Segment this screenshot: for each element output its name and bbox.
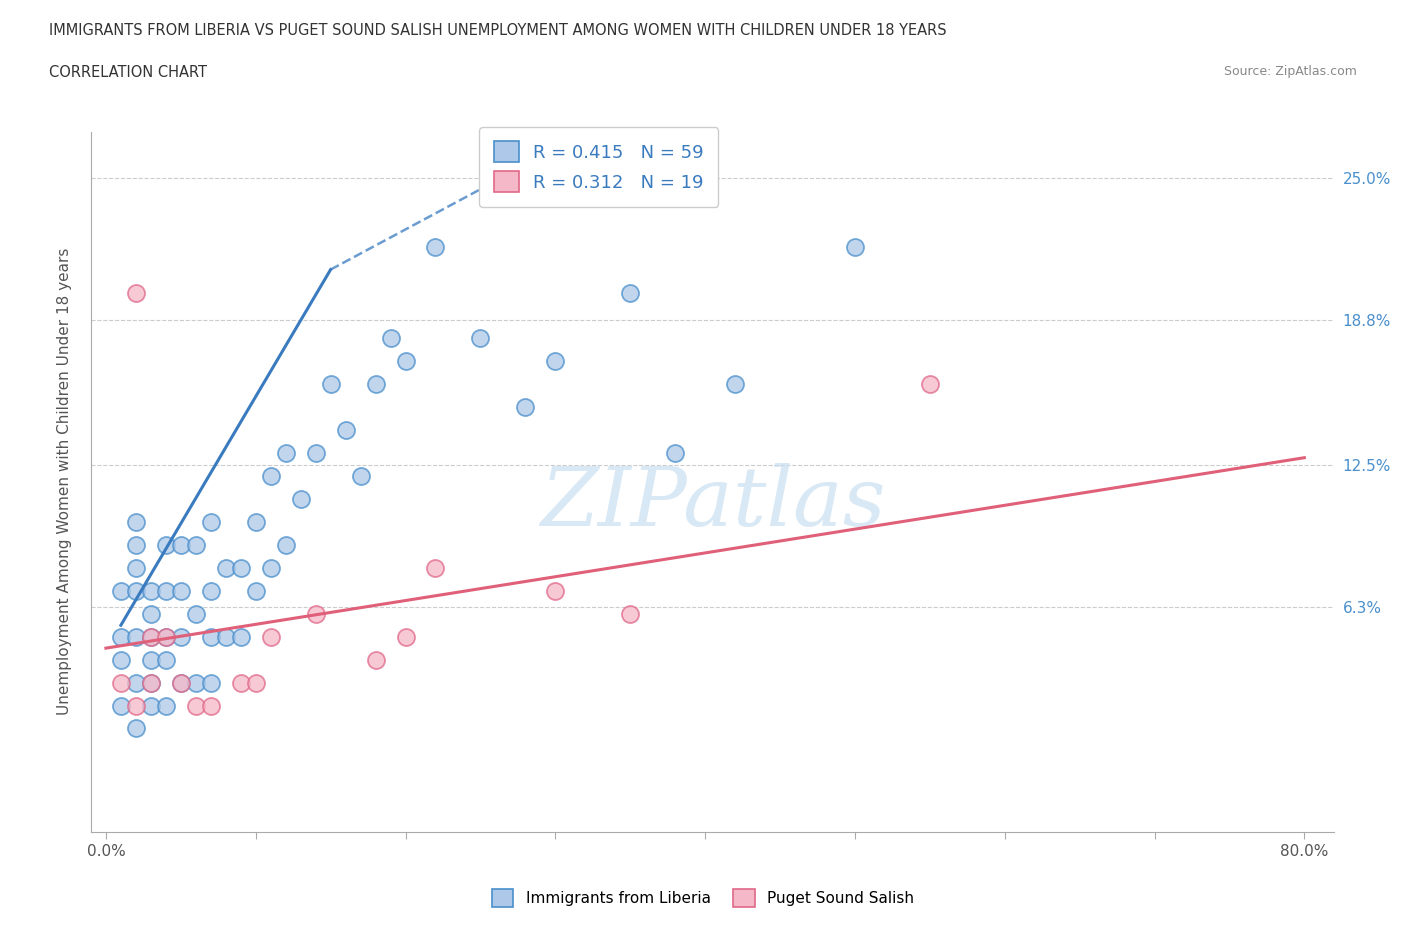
Point: [544, 583, 567, 598]
Point: [619, 286, 641, 300]
Point: [200, 630, 222, 644]
Point: [139, 652, 162, 667]
Point: [155, 630, 177, 644]
Point: [155, 583, 177, 598]
Point: [139, 630, 162, 644]
Point: [110, 675, 132, 690]
Point: [664, 445, 686, 460]
Point: [110, 698, 132, 713]
Point: [394, 354, 416, 369]
Point: [200, 675, 222, 690]
Point: [200, 583, 222, 598]
Point: [139, 698, 162, 713]
Point: [229, 561, 252, 576]
Point: [125, 583, 148, 598]
Point: [125, 721, 148, 736]
Point: [260, 469, 283, 484]
Point: [184, 606, 207, 621]
Point: [110, 630, 132, 644]
Point: [394, 630, 416, 644]
Point: [349, 469, 371, 484]
Point: [245, 514, 267, 529]
Point: [125, 561, 148, 576]
Point: [245, 583, 267, 598]
Point: [245, 675, 267, 690]
Point: [125, 630, 148, 644]
Point: [139, 606, 162, 621]
Point: [184, 675, 207, 690]
Point: [918, 377, 941, 392]
Point: [170, 675, 193, 690]
Point: [380, 331, 402, 346]
Point: [274, 445, 297, 460]
Point: [155, 538, 177, 552]
Point: [139, 675, 162, 690]
Point: [155, 698, 177, 713]
Text: IMMIGRANTS FROM LIBERIA VS PUGET SOUND SALISH UNEMPLOYMENT AMONG WOMEN WITH CHIL: IMMIGRANTS FROM LIBERIA VS PUGET SOUND S…: [49, 23, 946, 38]
Point: [155, 630, 177, 644]
Point: [215, 561, 238, 576]
Point: [125, 514, 148, 529]
Point: [544, 354, 567, 369]
Point: [200, 514, 222, 529]
Point: [335, 423, 357, 438]
Point: [139, 675, 162, 690]
Point: [184, 698, 207, 713]
Point: [274, 538, 297, 552]
Point: [229, 630, 252, 644]
Point: [125, 675, 148, 690]
Point: [110, 583, 132, 598]
Point: [515, 400, 537, 415]
Point: [290, 492, 312, 507]
Point: [364, 377, 387, 392]
Text: CORRELATION CHART: CORRELATION CHART: [49, 65, 207, 80]
Point: [184, 538, 207, 552]
Point: [304, 445, 326, 460]
Text: Source: ZipAtlas.com: Source: ZipAtlas.com: [1223, 65, 1357, 78]
Point: [425, 561, 447, 576]
Y-axis label: Unemployment Among Women with Children Under 18 years: Unemployment Among Women with Children U…: [58, 248, 72, 715]
Point: [139, 583, 162, 598]
Point: [844, 239, 866, 254]
Point: [215, 630, 238, 644]
Point: [125, 698, 148, 713]
Legend: R = 0.415   N = 59, R = 0.312   N = 19: R = 0.415 N = 59, R = 0.312 N = 19: [479, 126, 718, 206]
Point: [260, 630, 283, 644]
Point: [110, 652, 132, 667]
Point: [364, 652, 387, 667]
Point: [170, 675, 193, 690]
Point: [170, 583, 193, 598]
Point: [260, 561, 283, 576]
Legend: Immigrants from Liberia, Puget Sound Salish: Immigrants from Liberia, Puget Sound Sal…: [486, 884, 920, 913]
Point: [425, 239, 447, 254]
Point: [125, 538, 148, 552]
Point: [170, 630, 193, 644]
Point: [724, 377, 747, 392]
Text: ZIPatlas: ZIPatlas: [540, 463, 886, 543]
Point: [139, 630, 162, 644]
Point: [170, 538, 193, 552]
Point: [619, 606, 641, 621]
Point: [319, 377, 342, 392]
Point: [155, 652, 177, 667]
Point: [229, 675, 252, 690]
Point: [200, 698, 222, 713]
Point: [304, 606, 326, 621]
Point: [125, 286, 148, 300]
Point: [470, 331, 492, 346]
